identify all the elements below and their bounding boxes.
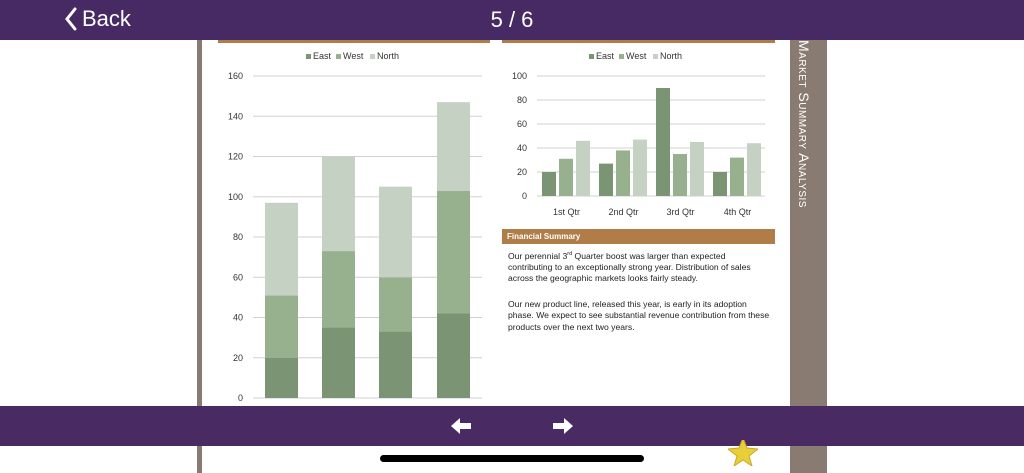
legend-swatch [370,54,375,59]
legend-label: North [660,51,682,61]
text: Our perennial 3 [508,250,568,261]
y-tick-label: 0 [238,393,243,403]
page-indicator: 5 / 6 [490,7,534,32]
x-tick-label: 2nd Qtr [608,207,638,217]
side-tab-title: Market Summary Analysis [796,40,812,208]
bar-east [265,357,298,398]
bar-west [616,150,630,196]
bar-north [576,140,590,196]
legend-swatch [619,54,624,59]
bar-east [713,172,727,196]
y-tick-label: 80 [517,95,527,105]
y-tick-label: 20 [233,353,243,363]
financial-summary-heading: Financial Summary [502,229,775,244]
legend-swatch [653,54,658,59]
bar-east [437,313,470,398]
bar-north [322,156,355,252]
bar-north [437,102,470,191]
y-tick-label: 140 [228,111,243,121]
bar-east [379,331,412,398]
y-tick-label: 60 [233,272,243,282]
x-tick-label: 1st Qtr [553,207,580,217]
y-tick-label: 120 [228,152,243,162]
bar-east [542,172,556,196]
bar-west [559,158,573,196]
bar-west [265,295,298,358]
bar-north [265,202,298,296]
x-tick-label: 3rd Qtr [666,207,694,217]
accent-rule [218,40,490,43]
legend-swatch [589,54,594,59]
legend-label: East [313,51,332,61]
bar-west [673,154,687,196]
y-tick-label: 40 [233,313,243,323]
page-edge [197,40,202,473]
star-icon[interactable] [728,440,758,466]
back-label: Back [82,6,131,31]
legend-label: West [343,51,364,61]
legend-label: West [626,51,647,61]
y-tick-label: 0 [522,191,527,201]
summary-paragraph-1: Our perennial 3rd Quarter boost was larg… [508,249,770,285]
top-bar: Back 5 / 6 [0,0,1024,40]
chevron-left-icon [65,7,77,31]
bar-north [379,186,412,278]
arrow-left-icon[interactable] [450,416,472,436]
bar-west [379,277,412,332]
bar-north [747,143,761,196]
bar-west [730,157,744,196]
y-tick-label: 160 [228,71,243,81]
bar-east [322,327,355,398]
legend-swatch [306,54,311,59]
bar-east [656,88,670,196]
y-tick-label: 100 [512,71,527,81]
x-tick-label: 4th Qtr [724,207,752,217]
legend-label: North [377,51,399,61]
accent-rule [502,40,775,43]
legend-label: East [596,51,615,61]
summary-paragraph-2: Our new product line, released this year… [508,299,770,332]
bottom-toolbar [0,406,1024,446]
back-button[interactable]: Back [64,6,131,32]
text: Quarter boost was larger than expected c… [508,250,751,284]
y-tick-label: 40 [517,143,527,153]
y-tick-label: 20 [517,167,527,177]
y-tick-label: 80 [233,232,243,242]
section-side-tab: Market Summary Analysis [790,40,827,473]
bar-north [690,142,704,196]
bar-west [322,251,355,328]
legend-swatch [336,54,341,59]
bar-north [633,139,647,196]
arrow-right-icon[interactable] [552,416,574,436]
y-tick-label: 60 [517,119,527,129]
bar-west [437,190,470,314]
bar-east [599,163,613,196]
home-indicator[interactable] [380,455,644,462]
y-tick-label: 100 [228,192,243,202]
superscript: rd [567,251,573,257]
